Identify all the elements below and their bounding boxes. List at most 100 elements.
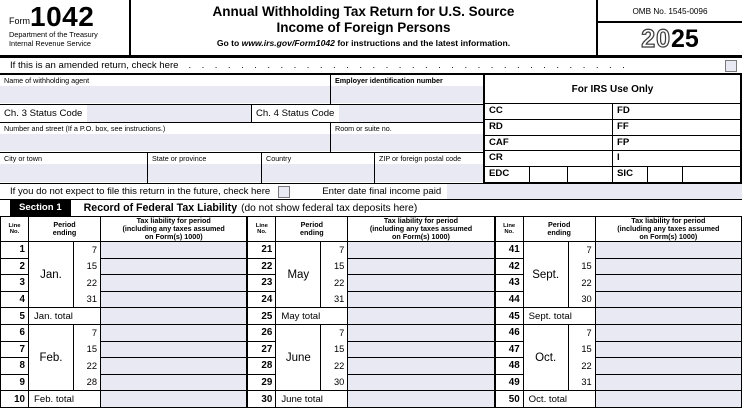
ch4-status-input[interactable] [339, 105, 483, 122]
final-income-date-label: Enter date final income paid [322, 186, 442, 197]
month-total-label: Sept. total [522, 307, 596, 325]
section1-note: (do not show federal tax deposits here) [241, 202, 418, 214]
country-label: Country [266, 154, 292, 163]
irs-row-caf-fp: CAF FP [485, 134, 740, 151]
tax-liability-input[interactable] [594, 241, 742, 259]
tax-liability-total-input[interactable] [594, 390, 742, 408]
tax-liability-input[interactable] [347, 323, 495, 342]
line-number: 1 [0, 241, 29, 259]
line-number: 49 [494, 373, 524, 392]
period-day: 28 [73, 374, 101, 391]
line-number: 6 [0, 323, 29, 342]
month-total-label: June total [275, 390, 349, 408]
zip-input[interactable] [375, 164, 483, 182]
tax-liability-total-input[interactable] [347, 307, 495, 325]
tax-liability-input[interactable] [99, 323, 248, 342]
header-tax-liability: Tax liability for period (including any … [99, 217, 248, 242]
period-day: 7 [73, 324, 101, 342]
tax-liability-input[interactable] [347, 373, 495, 392]
irs-code-fd: FD [617, 105, 630, 116]
line-number: 9 [0, 373, 29, 392]
tax-liability-input[interactable] [594, 274, 742, 292]
tax-liability-input[interactable] [594, 257, 742, 276]
omb-block: OMB No. 1545-0096 20 25 [596, 0, 742, 55]
period-day: 30 [320, 374, 349, 391]
final-income-date-input[interactable] [447, 184, 742, 199]
tax-liability-input[interactable] [594, 357, 742, 375]
tax-liability-input[interactable] [99, 340, 248, 359]
line-number: 41 [494, 241, 524, 259]
tax-liability-total-input[interactable] [99, 390, 248, 408]
month-label: Sept. [522, 240, 569, 309]
state-cell: State or province [148, 153, 262, 183]
period-day: 15 [567, 341, 596, 358]
ch3-status-input[interactable] [87, 105, 251, 122]
line-number: 44 [494, 290, 524, 309]
amended-return-checkbox[interactable] [725, 59, 737, 72]
omb-number: OMB No. 1545-0096 [598, 0, 742, 23]
tax-liability-input[interactable] [594, 290, 742, 309]
irs-code-ff: FF [617, 120, 629, 132]
tax-liability-total-input[interactable] [347, 390, 495, 408]
dept-treasury: Department of the Treasury [9, 30, 98, 39]
tax-liability-input[interactable] [347, 257, 495, 276]
month-label: June [275, 323, 322, 392]
tax-liability-input[interactable] [594, 340, 742, 359]
street-cell: Number and street (If a P.O. box, see in… [0, 123, 331, 152]
period-day: 22 [73, 274, 101, 292]
street-input[interactable] [0, 134, 330, 151]
line-number: 7 [0, 340, 29, 359]
tax-liability-total-input[interactable] [99, 307, 248, 325]
tax-liability-input[interactable] [347, 274, 495, 292]
sic-subcell-2 [682, 167, 740, 182]
month-total-label: May total [275, 307, 349, 325]
line-number: 21 [247, 241, 277, 259]
tax-liability-input[interactable] [99, 274, 248, 292]
tax-liability-input[interactable] [99, 373, 248, 392]
ein-input[interactable] [331, 86, 483, 103]
edc-subcell-2 [567, 167, 612, 182]
future-filing-checkbox[interactable] [278, 185, 291, 198]
dept-irs: Internal Revenue Service [9, 38, 91, 48]
city-cell: City or town [0, 153, 148, 183]
withholding-agent-name-input[interactable] [0, 86, 330, 103]
tax-liability-input[interactable] [594, 323, 742, 342]
ch3-status-cell: Ch. 3 Status Code [0, 105, 252, 122]
line-number: 47 [494, 340, 524, 359]
state-input[interactable] [148, 164, 261, 182]
city-label: City or town [4, 154, 42, 163]
city-input[interactable] [0, 164, 147, 182]
tax-liability-input[interactable] [99, 290, 248, 309]
period-day: 15 [320, 341, 349, 358]
tax-year: 20 25 [598, 23, 742, 55]
tax-liability-input[interactable] [347, 357, 495, 375]
tax-liability-input[interactable] [594, 373, 742, 392]
room-input[interactable] [331, 134, 483, 151]
period-day: 30 [567, 291, 596, 308]
tax-liability-input[interactable] [347, 241, 495, 259]
line-number: 29 [247, 373, 277, 392]
period-day: 15 [320, 258, 349, 275]
ein-cell: Employer identification number [331, 75, 483, 104]
tax-liability-input[interactable] [99, 257, 248, 276]
line-number: 28 [247, 357, 277, 375]
street-label: Number and street (If a P.O. box, see in… [4, 124, 166, 133]
header-line-no: Line No. [247, 217, 277, 242]
tax-liability-input[interactable] [99, 357, 248, 375]
line-number: 10 [0, 390, 29, 408]
irs-code-i: I [617, 152, 620, 164]
month-total-label: Oct. total [522, 390, 596, 408]
tax-liability-total-input[interactable] [594, 307, 742, 325]
country-input[interactable] [262, 164, 374, 182]
room-label: Room or suite no. [335, 124, 392, 133]
period-day: 22 [567, 274, 596, 292]
tax-liability-input[interactable] [99, 241, 248, 259]
month-total-label: Jan. total [28, 307, 101, 325]
form-id-block: Form 1042 Department of the Treasury Int… [0, 0, 131, 55]
tax-liability-input[interactable] [347, 290, 495, 309]
agent-info-block: Name of withholding agent Employer ident… [0, 75, 742, 184]
tax-liability-input[interactable] [347, 340, 495, 359]
line-number: 8 [0, 357, 29, 375]
state-label: State or province [152, 154, 207, 163]
period-day: 7 [320, 241, 349, 259]
